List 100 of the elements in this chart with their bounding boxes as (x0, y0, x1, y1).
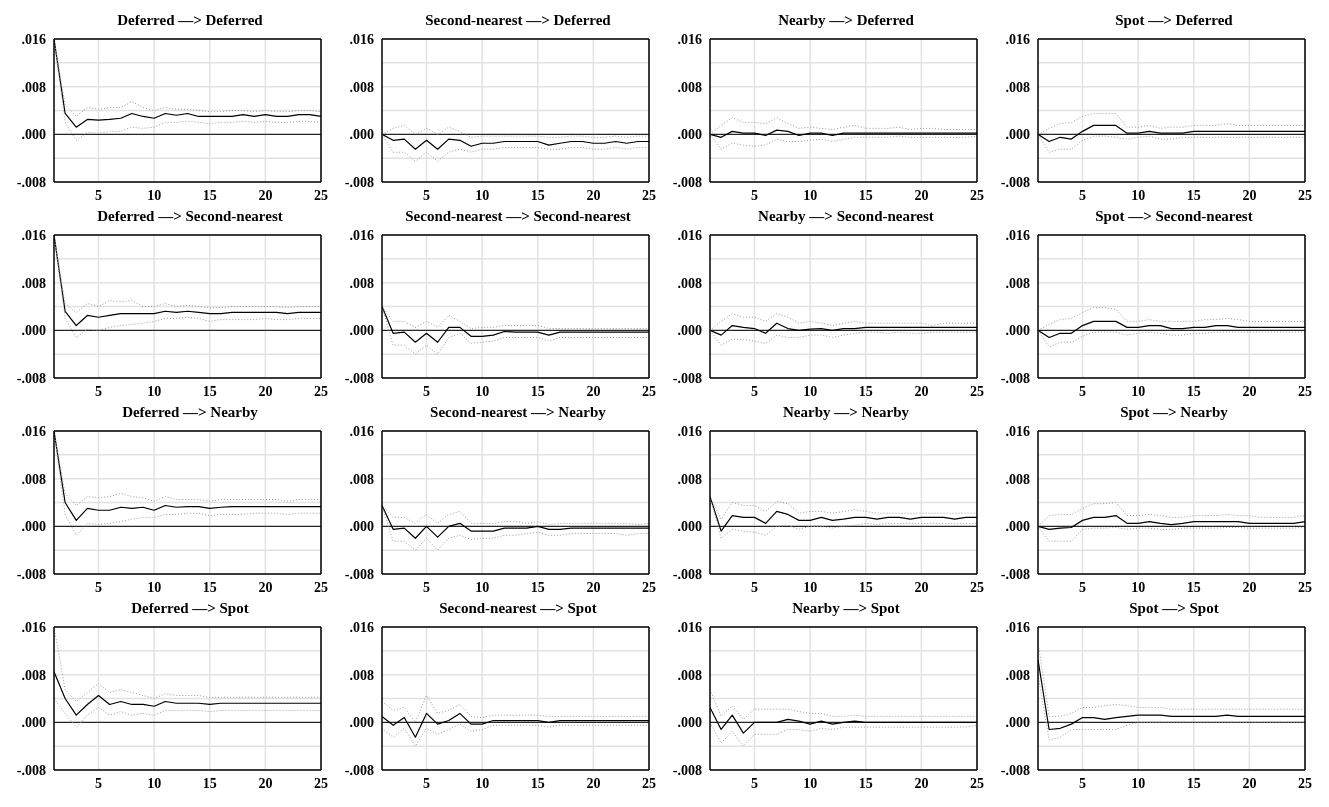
y-tick-label: .016 (1005, 31, 1030, 47)
y-tick-label: .016 (21, 423, 46, 439)
x-tick-label: 15 (858, 187, 873, 203)
y-tick-label: -.008 (16, 566, 46, 582)
x-tick-label: 20 (258, 383, 273, 399)
x-tick-label: 15 (1186, 187, 1201, 203)
chart-title: Second-nearest —> Spot (438, 599, 598, 618)
y-tick-label: .016 (21, 31, 46, 47)
x-tick-label: 10 (475, 775, 490, 791)
x-tick-label: 5 (423, 187, 430, 203)
chart-title: Deferred —> Nearby (121, 403, 259, 422)
y-tick-label: -.008 (1000, 370, 1030, 386)
x-tick-label: 25 (314, 383, 328, 399)
x-tick-label: 15 (530, 187, 545, 203)
x-tick-label: 5 (95, 187, 102, 203)
y-tick-label: .016 (21, 227, 46, 243)
chart-title: Nearby —> Nearby (782, 403, 910, 422)
y-tick-label: .000 (677, 715, 702, 731)
y-tick-label: .000 (21, 715, 46, 731)
x-tick-label: 25 (1298, 383, 1312, 399)
y-tick-label: .016 (677, 423, 702, 439)
x-tick-label: 25 (642, 579, 656, 595)
y-tick-label: .016 (677, 227, 702, 243)
x-tick-label: 15 (858, 775, 873, 791)
x-tick-label: 10 (475, 187, 490, 203)
y-tick-label: .000 (677, 127, 702, 143)
y-tick-label: .008 (21, 275, 46, 291)
x-tick-label: 10 (1131, 383, 1146, 399)
y-tick-label: .000 (677, 519, 702, 535)
x-tick-label: 5 (423, 383, 430, 399)
y-tick-label: .000 (1005, 519, 1030, 535)
x-tick-label: 20 (586, 383, 601, 399)
y-tick-label: -.008 (1000, 174, 1030, 190)
x-tick-label: 10 (147, 775, 162, 791)
x-tick-label: 5 (1079, 775, 1086, 791)
x-tick-label: 20 (1242, 579, 1257, 595)
x-tick-label: 20 (914, 383, 929, 399)
x-tick-label: 10 (803, 187, 818, 203)
y-tick-label: .000 (349, 715, 374, 731)
x-tick-label: 25 (970, 383, 984, 399)
x-tick-label: 15 (202, 383, 217, 399)
y-tick-label: -.008 (344, 174, 374, 190)
x-tick-label: 5 (423, 579, 430, 595)
x-tick-label: 25 (642, 775, 656, 791)
x-tick-label: 5 (95, 775, 102, 791)
x-tick-label: 10 (147, 383, 162, 399)
x-tick-label: 15 (202, 579, 217, 595)
x-tick-label: 5 (751, 187, 758, 203)
x-tick-label: 20 (258, 579, 273, 595)
y-tick-label: .000 (677, 323, 702, 339)
y-tick-label: -.008 (16, 370, 46, 386)
y-tick-label: .000 (1005, 715, 1030, 731)
x-tick-label: 20 (1242, 383, 1257, 399)
y-tick-label: -.008 (1000, 566, 1030, 582)
x-tick-label: 15 (530, 579, 545, 595)
y-tick-label: -.008 (672, 370, 702, 386)
x-tick-label: 25 (642, 187, 656, 203)
y-tick-label: .008 (21, 79, 46, 95)
y-tick-label: .000 (349, 519, 374, 535)
chart-title: Spot —> Deferred (1114, 11, 1234, 30)
x-tick-label: 20 (258, 775, 273, 791)
y-tick-label: .000 (349, 127, 374, 143)
chart-title: Deferred —> Spot (130, 599, 250, 618)
y-tick-label: .008 (349, 275, 374, 291)
y-tick-label: .016 (21, 619, 46, 635)
y-tick-label: -.008 (672, 762, 702, 778)
x-tick-label: 15 (858, 383, 873, 399)
y-tick-label: .008 (349, 79, 374, 95)
x-tick-label: 20 (258, 187, 273, 203)
y-tick-label: .008 (21, 667, 46, 683)
y-tick-label: -.008 (672, 566, 702, 582)
y-tick-label: .008 (1005, 471, 1030, 487)
y-tick-label: .000 (349, 323, 374, 339)
chart-title: Second-nearest —> Deferred (424, 11, 612, 30)
y-tick-label: .008 (349, 667, 374, 683)
y-tick-label: .000 (21, 127, 46, 143)
y-tick-label: .016 (349, 619, 374, 635)
x-tick-label: 20 (1242, 187, 1257, 203)
y-tick-label: .016 (1005, 619, 1030, 635)
x-tick-label: 20 (1242, 775, 1257, 791)
y-tick-label: -.008 (344, 370, 374, 386)
y-tick-label: .008 (21, 471, 46, 487)
y-tick-label: .008 (677, 275, 702, 291)
x-tick-label: 25 (1298, 775, 1312, 791)
y-tick-label: .008 (677, 667, 702, 683)
x-tick-label: 15 (202, 187, 217, 203)
y-tick-label: -.008 (344, 762, 374, 778)
x-tick-label: 10 (1131, 579, 1146, 595)
x-tick-label: 5 (423, 775, 430, 791)
chart-title: Nearby —> Deferred (777, 11, 915, 30)
y-tick-label: -.008 (16, 762, 46, 778)
x-tick-label: 5 (95, 383, 102, 399)
y-tick-label: .000 (21, 519, 46, 535)
x-tick-label: 5 (751, 579, 758, 595)
chart-title: Spot —> Second-nearest (1094, 207, 1254, 226)
x-tick-label: 25 (642, 383, 656, 399)
x-tick-label: 25 (970, 187, 984, 203)
x-tick-label: 15 (530, 383, 545, 399)
x-tick-label: 25 (314, 775, 328, 791)
x-tick-label: 20 (914, 775, 929, 791)
